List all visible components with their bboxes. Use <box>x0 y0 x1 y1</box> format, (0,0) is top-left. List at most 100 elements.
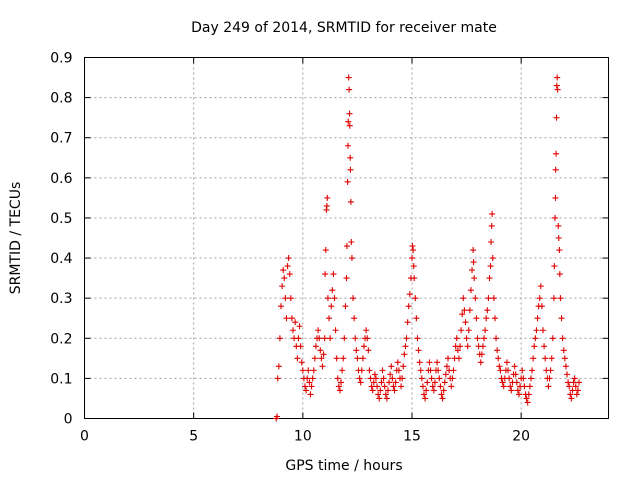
data-point <box>558 315 565 322</box>
data-point <box>557 295 564 302</box>
data-point <box>401 351 408 358</box>
data-point <box>414 335 421 342</box>
data-point <box>538 303 545 310</box>
data-point <box>448 383 455 390</box>
data-point <box>466 307 473 314</box>
data-point <box>333 355 340 362</box>
data-point <box>553 114 560 121</box>
data-point <box>545 383 552 390</box>
y-tick-label: 0.4 <box>50 251 72 267</box>
data-point <box>549 335 556 342</box>
data-point <box>372 375 379 382</box>
data-point <box>437 383 444 390</box>
data-point <box>366 367 373 374</box>
data-point <box>483 315 490 322</box>
data-point <box>450 367 457 374</box>
data-point <box>310 367 317 374</box>
data-point <box>499 379 506 386</box>
data-point <box>383 395 390 402</box>
data-point <box>459 311 466 318</box>
data-point <box>418 375 425 382</box>
data-point <box>474 335 481 342</box>
data-point <box>294 355 301 362</box>
data-point <box>336 387 343 394</box>
data-point <box>359 355 366 362</box>
data-point <box>367 375 374 382</box>
data-point <box>285 255 292 262</box>
data-point <box>454 347 461 354</box>
data-point <box>552 166 559 173</box>
data-point <box>302 383 309 390</box>
data-point <box>370 379 377 386</box>
data-point <box>419 383 426 390</box>
data-point <box>524 399 531 406</box>
x-tick-label: 10 <box>294 429 312 445</box>
data-point <box>307 391 314 398</box>
data-point <box>281 275 288 282</box>
data-point <box>512 371 519 378</box>
data-point <box>365 347 372 354</box>
data-point <box>320 351 327 358</box>
data-point <box>345 142 352 149</box>
data-point <box>531 343 538 350</box>
data-point <box>345 74 352 81</box>
data-point <box>389 375 396 382</box>
data-point <box>326 315 333 322</box>
data-point <box>318 355 325 362</box>
y-tick-label: 0.8 <box>50 91 72 107</box>
y-tick-label: 0.9 <box>50 51 72 67</box>
data-point <box>354 355 361 362</box>
data-point <box>556 247 563 254</box>
data-point <box>554 86 561 93</box>
data-point <box>297 343 304 350</box>
data-point <box>324 194 331 201</box>
data-point <box>345 118 352 125</box>
data-point <box>315 327 322 334</box>
data-point <box>311 355 318 362</box>
data-point <box>455 355 462 362</box>
y-tick-label: 0 <box>64 412 73 428</box>
data-point <box>274 375 281 382</box>
data-point <box>529 367 536 374</box>
data-point <box>457 343 464 350</box>
data-point <box>532 335 539 342</box>
grid-lines <box>84 57 609 419</box>
data-point <box>533 327 540 334</box>
data-point <box>323 202 330 209</box>
data-point <box>406 291 413 298</box>
data-point <box>358 367 365 374</box>
data-point <box>380 375 387 382</box>
data-point <box>574 387 581 394</box>
data-point <box>442 371 449 378</box>
data-point <box>341 335 348 342</box>
data-point <box>324 295 331 302</box>
data-point <box>353 347 360 354</box>
data-point <box>458 327 465 334</box>
data-point <box>435 367 442 374</box>
data-point <box>421 391 428 398</box>
data-point <box>470 259 477 266</box>
data-point <box>388 363 395 370</box>
data-point <box>551 263 558 270</box>
data-point <box>402 343 409 350</box>
data-point <box>481 335 488 342</box>
data-point <box>506 375 513 382</box>
y-tick-label: 0.6 <box>50 171 72 187</box>
data-point <box>413 315 420 322</box>
data-point <box>523 395 530 402</box>
data-point <box>363 327 370 334</box>
data-point <box>477 359 484 366</box>
data-point <box>460 295 467 302</box>
data-point <box>434 359 441 366</box>
data-point <box>496 363 503 370</box>
data-point <box>485 295 492 302</box>
data-point <box>386 379 393 386</box>
data-point <box>282 295 289 302</box>
data-point <box>422 395 429 402</box>
data-point <box>445 355 452 362</box>
data-point <box>552 214 559 221</box>
data-point <box>410 247 417 254</box>
data-point <box>344 178 351 185</box>
data-point <box>275 363 282 370</box>
data-point <box>347 198 354 205</box>
